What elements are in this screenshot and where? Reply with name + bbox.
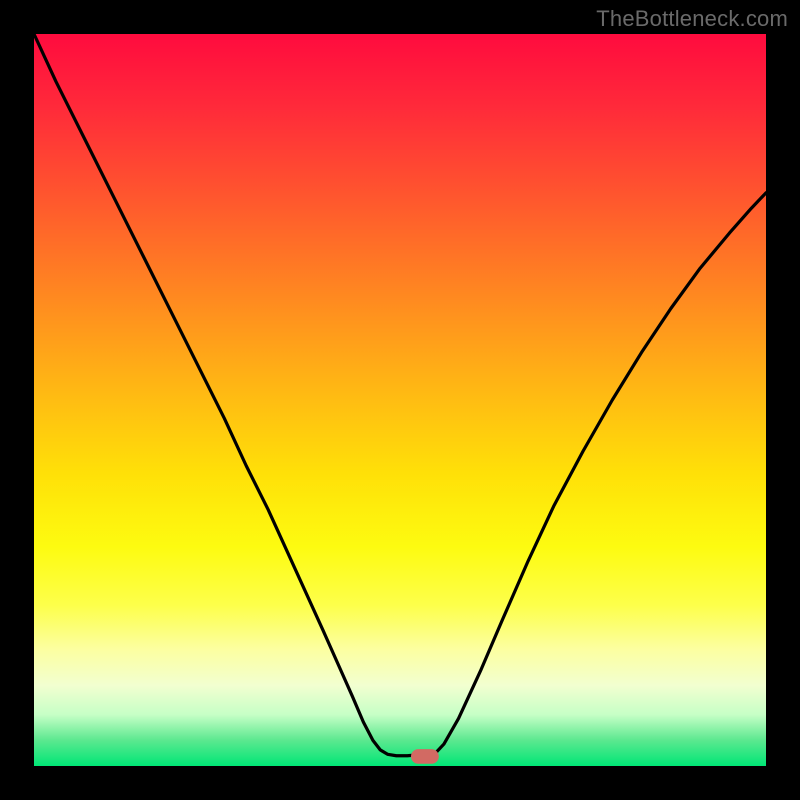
chart-root: TheBottleneck.com [0, 0, 800, 800]
optimal-point-marker [411, 749, 439, 764]
bottleneck-chart [0, 0, 800, 800]
watermark-label: TheBottleneck.com [596, 6, 788, 32]
plot-background [34, 34, 766, 766]
